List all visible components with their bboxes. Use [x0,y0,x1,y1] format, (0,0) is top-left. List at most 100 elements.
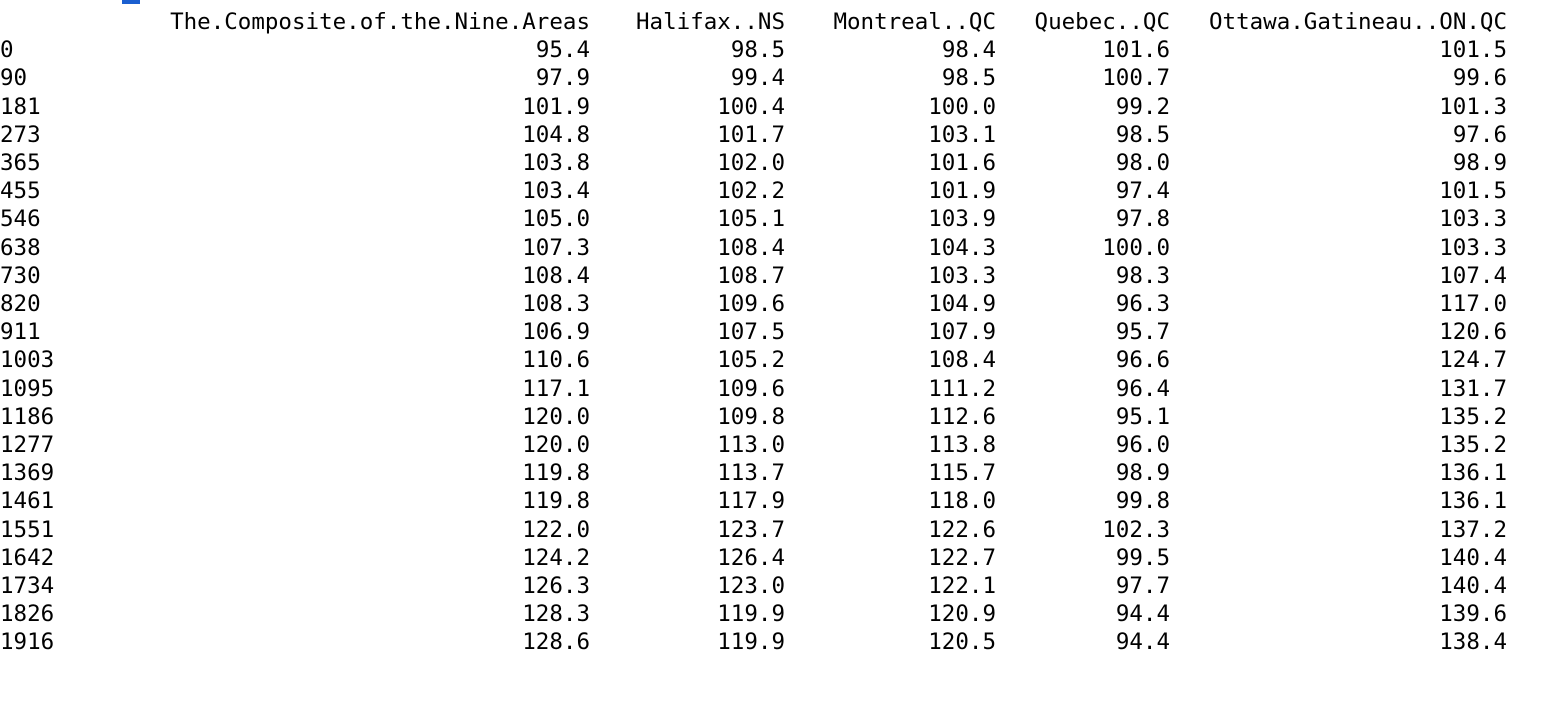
cell-quebec: 98.3 [1115,262,1170,289]
cell-composite: 103.4 [522,178,590,205]
cell-ottawa: 136.1 [1439,488,1507,515]
cell-ottawa: 99.6 [1452,65,1507,92]
cell-composite: 120.0 [522,403,590,430]
cell-montreal: 120.5 [928,629,996,656]
row-name: 181 [0,93,41,120]
table-row: 1277 120.0 113.0 113.8 96.0 135.2 [0,431,1507,459]
cell-ottawa: 135.2 [1439,432,1507,459]
cell-quebec: 94.4 [1115,629,1170,656]
row-name: 1186 [0,403,55,430]
table-row: 365 103.8 102.0 101.6 98.0 98.9 [0,149,1507,177]
cell-halifax: 98.5 [730,37,785,64]
cell-halifax: 123.0 [717,573,785,600]
cell-quebec: 102.3 [1102,516,1170,543]
table-row: 730 108.4 108.7 103.3 98.3 107.4 [0,262,1507,290]
column-header-quebec: Quebec..QC [1034,9,1170,35]
table-row: 820 108.3 109.6 104.9 96.3 117.0 [0,290,1507,318]
cell-montreal: 103.1 [928,121,996,148]
cell-montreal: 118.0 [928,488,996,515]
cell-quebec: 99.2 [1115,93,1170,120]
column-header-ottawa: Ottawa.Gatineau..ON.QC [1208,9,1507,35]
cell-quebec: 101.6 [1102,37,1170,64]
cell-ottawa: 97.6 [1452,121,1507,148]
cell-montreal: 98.5 [941,65,996,92]
data-frame-output: The.Composite.of.the.Nine.Areas Halifax.… [0,8,1507,657]
row-name: 820 [0,291,41,318]
cell-montreal: 104.9 [928,291,996,318]
cell-quebec: 97.4 [1115,178,1170,205]
cell-halifax: 102.2 [717,178,785,205]
cell-montreal: 122.7 [928,544,996,571]
cell-ottawa: 117.0 [1439,291,1507,318]
row-name: 1369 [0,460,55,487]
cell-quebec: 96.3 [1115,291,1170,318]
cell-composite: 110.6 [522,347,590,374]
cell-montreal: 111.2 [928,375,996,402]
cell-ottawa: 101.5 [1439,178,1507,205]
cell-ottawa: 107.4 [1439,262,1507,289]
table-row: 1461 119.8 117.9 118.0 99.8 136.1 [0,487,1507,515]
cell-montreal: 122.6 [928,516,996,543]
table-row: 1734 126.3 123.0 122.1 97.7 140.4 [0,572,1507,600]
cell-ottawa: 136.1 [1439,460,1507,487]
cell-halifax: 117.9 [717,488,785,515]
row-name: 1551 [0,516,55,543]
row-name: 1916 [0,629,55,656]
scroll-marker [122,0,140,4]
header-row: The.Composite.of.the.Nine.Areas Halifax.… [0,8,1507,36]
cell-ottawa: 135.2 [1439,403,1507,430]
row-name: 1642 [0,544,55,571]
cell-ottawa: 140.4 [1439,573,1507,600]
row-name: 638 [0,234,41,261]
row-name: 911 [0,319,41,346]
cell-halifax: 119.9 [717,601,785,628]
cell-composite: 122.0 [522,516,590,543]
cell-montreal: 103.9 [928,206,996,233]
cell-montreal: 112.6 [928,403,996,430]
cell-quebec: 96.6 [1115,347,1170,374]
cell-ottawa: 137.2 [1439,516,1507,543]
cell-halifax: 109.6 [717,291,785,318]
row-name: 1277 [0,432,55,459]
cell-halifax: 108.7 [717,262,785,289]
table-row: 455 103.4 102.2 101.9 97.4 101.5 [0,177,1507,205]
column-header-montreal: Montreal..QC [833,9,996,35]
cell-composite: 108.4 [522,262,590,289]
cell-montreal: 100.0 [928,93,996,120]
cell-montreal: 113.8 [928,432,996,459]
cell-ottawa: 101.5 [1439,37,1507,64]
cell-montreal: 104.3 [928,234,996,261]
column-header-composite: The.Composite.of.the.Nine.Areas [170,9,590,35]
row-name: 1826 [0,601,55,628]
cell-ottawa: 103.3 [1439,206,1507,233]
table-row: 0 95.4 98.5 98.4 101.6 101.5 [0,36,1507,64]
row-name: 1003 [0,347,55,374]
table-row: 273 104.8 101.7 103.1 98.5 97.6 [0,121,1507,149]
cell-quebec: 99.5 [1115,544,1170,571]
cell-halifax: 99.4 [730,65,785,92]
table-row: 911 106.9 107.5 107.9 95.7 120.6 [0,318,1507,346]
table-row: 181 101.9 100.4 100.0 99.2 101.3 [0,93,1507,121]
cell-halifax: 105.2 [717,347,785,374]
cell-quebec: 94.4 [1115,601,1170,628]
table-row: 1642 124.2 126.4 122.7 99.5 140.4 [0,544,1507,572]
cell-composite: 128.6 [522,629,590,656]
cell-halifax: 109.6 [717,375,785,402]
cell-ottawa: 101.3 [1439,93,1507,120]
cell-halifax: 113.7 [717,460,785,487]
cell-composite: 101.9 [522,93,590,120]
table-row: 90 97.9 99.4 98.5 100.7 99.6 [0,64,1507,92]
row-name: 90 [0,65,28,92]
row-name: 365 [0,150,41,177]
row-name: 730 [0,262,41,289]
cell-montreal: 108.4 [928,347,996,374]
cell-montreal: 122.1 [928,573,996,600]
cell-composite: 105.0 [522,206,590,233]
cell-composite: 119.8 [522,488,590,515]
table-row: 1826 128.3 119.9 120.9 94.4 139.6 [0,600,1507,628]
cell-composite: 103.8 [522,150,590,177]
row-name: 1734 [0,573,55,600]
cell-composite: 95.4 [535,37,590,64]
cell-quebec: 95.7 [1115,319,1170,346]
row-name: 455 [0,178,41,205]
